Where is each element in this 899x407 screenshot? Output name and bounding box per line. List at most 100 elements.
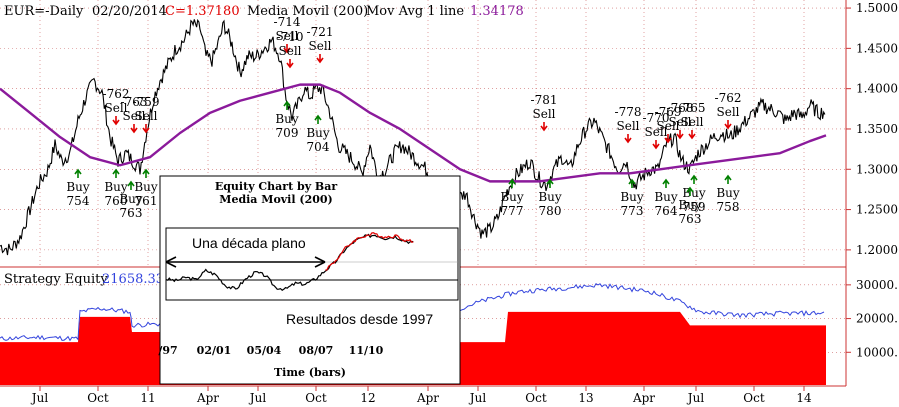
inset-xtick-label: 11/10 <box>349 344 384 357</box>
buy-signal-text: Buy <box>134 180 158 194</box>
sell-signal-text: Sell <box>717 105 740 119</box>
xtick-label: Oct <box>87 391 109 405</box>
sell-arrow-icon <box>130 124 138 134</box>
sell-signal-text: Sell <box>309 39 332 53</box>
sell-arrow-icon <box>283 44 291 54</box>
xtick-label: 13 <box>578 391 593 405</box>
buy-arrow-icon <box>74 168 82 178</box>
xtick-label: 11 <box>140 391 155 405</box>
buy-arrow-icon <box>724 174 732 184</box>
xtick-label: 14 <box>796 391 812 405</box>
buy-arrow-icon <box>142 168 150 178</box>
buy-signal-text: Buy <box>716 186 740 200</box>
xtick-label: Jul <box>468 391 487 405</box>
equity-ytick-label: 20000. <box>856 312 898 326</box>
price-ytick-label: 1.4000 <box>856 82 898 96</box>
sell-arrow-icon <box>112 116 120 126</box>
sell-arrow-icon <box>540 122 548 132</box>
xtick-label: Jul <box>30 391 49 405</box>
inset-series <box>166 232 414 291</box>
sell-signal-number: -762 <box>715 91 742 105</box>
buy-arrow-icon <box>127 180 135 190</box>
buy-arrow-icon <box>283 100 291 110</box>
sell-signal-text: Sell <box>135 109 158 123</box>
sell-signal-number: -768 <box>667 101 694 115</box>
sell-arrow-icon <box>316 54 324 64</box>
buy-arrow-icon <box>546 178 554 188</box>
buy-signal-text: Buy <box>306 126 330 140</box>
buy-signal-text: Buy <box>66 180 90 194</box>
sell-signal-number: -762 <box>103 87 130 101</box>
buy-signal-number: 777 <box>501 204 524 218</box>
inset-title: Equity Chart by Bar <box>215 180 337 193</box>
buy-signal-text: Buy <box>620 190 644 204</box>
buy-arrow-icon <box>112 168 120 178</box>
xtick-label: Oct <box>525 391 547 405</box>
buy-signal-text: Buy <box>275 112 299 126</box>
buy-arrow-icon <box>690 174 698 184</box>
buy-signal-number: 761 <box>135 194 158 208</box>
sell-signal-number: -769 <box>655 105 682 119</box>
header-symbol: EUR=-Daily <box>4 4 84 19</box>
header-indicator1: Media Movil (200) <box>247 4 368 19</box>
sell-arrow-icon <box>142 124 150 134</box>
xtick-label: Apr <box>632 391 655 405</box>
sell-arrow-icon <box>624 134 632 144</box>
buy-signal-number: 763 <box>679 212 702 226</box>
sell-arrow-icon <box>676 130 684 140</box>
buy-signal-text: Buy <box>500 190 524 204</box>
inset-equity-line <box>166 233 414 291</box>
equity-y-ticks: 30000. 20000. 10000. <box>846 278 898 359</box>
price-y-ticks: 1.5000 1.4500 1.4000 1.3500 1.3000 1.2500 1.20… <box>846 1 898 257</box>
price-ytick-label: 1.3500 <box>856 122 898 136</box>
sell-signal-text: Sell <box>276 29 299 43</box>
inset-x-ticks: /97 02/01 05/04 08/07 11/10 <box>158 344 383 357</box>
sell-signal-text: Sell <box>681 115 704 129</box>
sell-signal-number: -765 <box>679 101 706 115</box>
inset-annotation-results: Resultados desde 1997 <box>286 311 433 327</box>
buy-signal-text: Buy <box>119 192 143 206</box>
price-ytick-label: 1.3000 <box>856 162 898 176</box>
signals-layer: Buy754-762Sell-763Sell-759SellBuy760Buy7… <box>66 15 741 226</box>
equity-title: Strategy Equity <box>4 272 108 287</box>
sell-signal-number: -763 <box>121 95 148 109</box>
inset-xtick-label: 02/01 <box>197 344 232 357</box>
buy-signal-number: 709 <box>276 126 299 140</box>
sell-arrow-icon <box>286 59 294 69</box>
sell-arrow-icon <box>724 120 732 130</box>
buy-signal-text: Buy <box>654 190 678 204</box>
price-ytick-label: 1.5000 <box>856 1 898 15</box>
header-date: 02/20/2014 <box>92 4 167 19</box>
inset-annotation-flat: Una década plano <box>192 235 306 251</box>
inset-equity-line-red <box>325 232 414 271</box>
xtick-label: Apr <box>416 391 439 405</box>
buy-signal-number: 704 <box>307 140 330 154</box>
header-close: C=1.37180 <box>165 4 240 19</box>
sell-signal-text: Sell <box>123 109 146 123</box>
inset-subtitle: Media Movil (200) <box>219 193 332 206</box>
sell-signal-text: Sell <box>669 115 692 129</box>
buy-signal-number: 764 <box>655 204 678 218</box>
xtick-label: Oct <box>305 391 327 405</box>
inset-xlabel: Time (bars) <box>274 366 346 379</box>
equity-ytick-label: 30000. <box>856 278 898 292</box>
buy-arrow-icon <box>508 178 516 188</box>
xtick-label: Apr <box>196 391 219 405</box>
buy-arrow-icon <box>314 114 322 124</box>
